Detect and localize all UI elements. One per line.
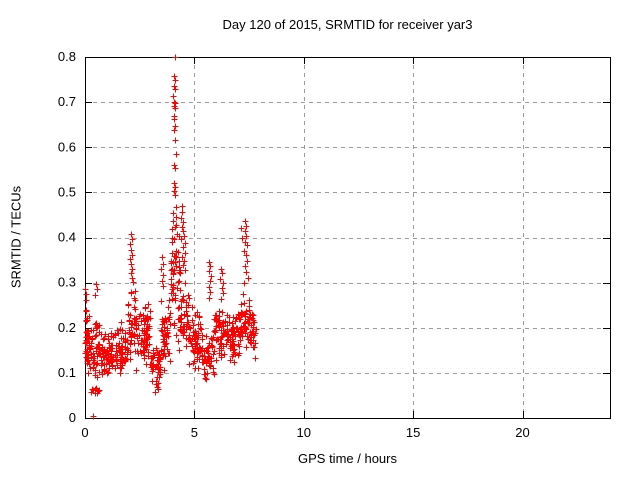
x-tick-label: 20 — [515, 425, 529, 440]
y-tick-label: 0.6 — [58, 139, 76, 154]
x-tick-label: 0 — [81, 425, 88, 440]
scatter-points — [82, 54, 260, 420]
y-tick-label: 0.7 — [58, 94, 76, 109]
y-tick-label: 0 — [69, 410, 76, 425]
x-tick-label: 15 — [406, 425, 420, 440]
y-tick-label: 0.2 — [58, 320, 76, 335]
y-tick-label: 0.4 — [58, 230, 76, 245]
y-tick-label: 0.3 — [58, 275, 76, 290]
x-tick-label: 10 — [297, 425, 311, 440]
x-tick-label: 5 — [191, 425, 198, 440]
y-tick-label: 0.5 — [58, 184, 76, 199]
x-axis-label: GPS time / hours — [298, 451, 397, 466]
plot-border — [85, 57, 611, 419]
y-tick-label: 0.8 — [58, 49, 76, 64]
chart-title: Day 120 of 2015, SRMTID for receiver yar… — [222, 17, 473, 32]
y-tick-label: 0.1 — [58, 365, 76, 380]
